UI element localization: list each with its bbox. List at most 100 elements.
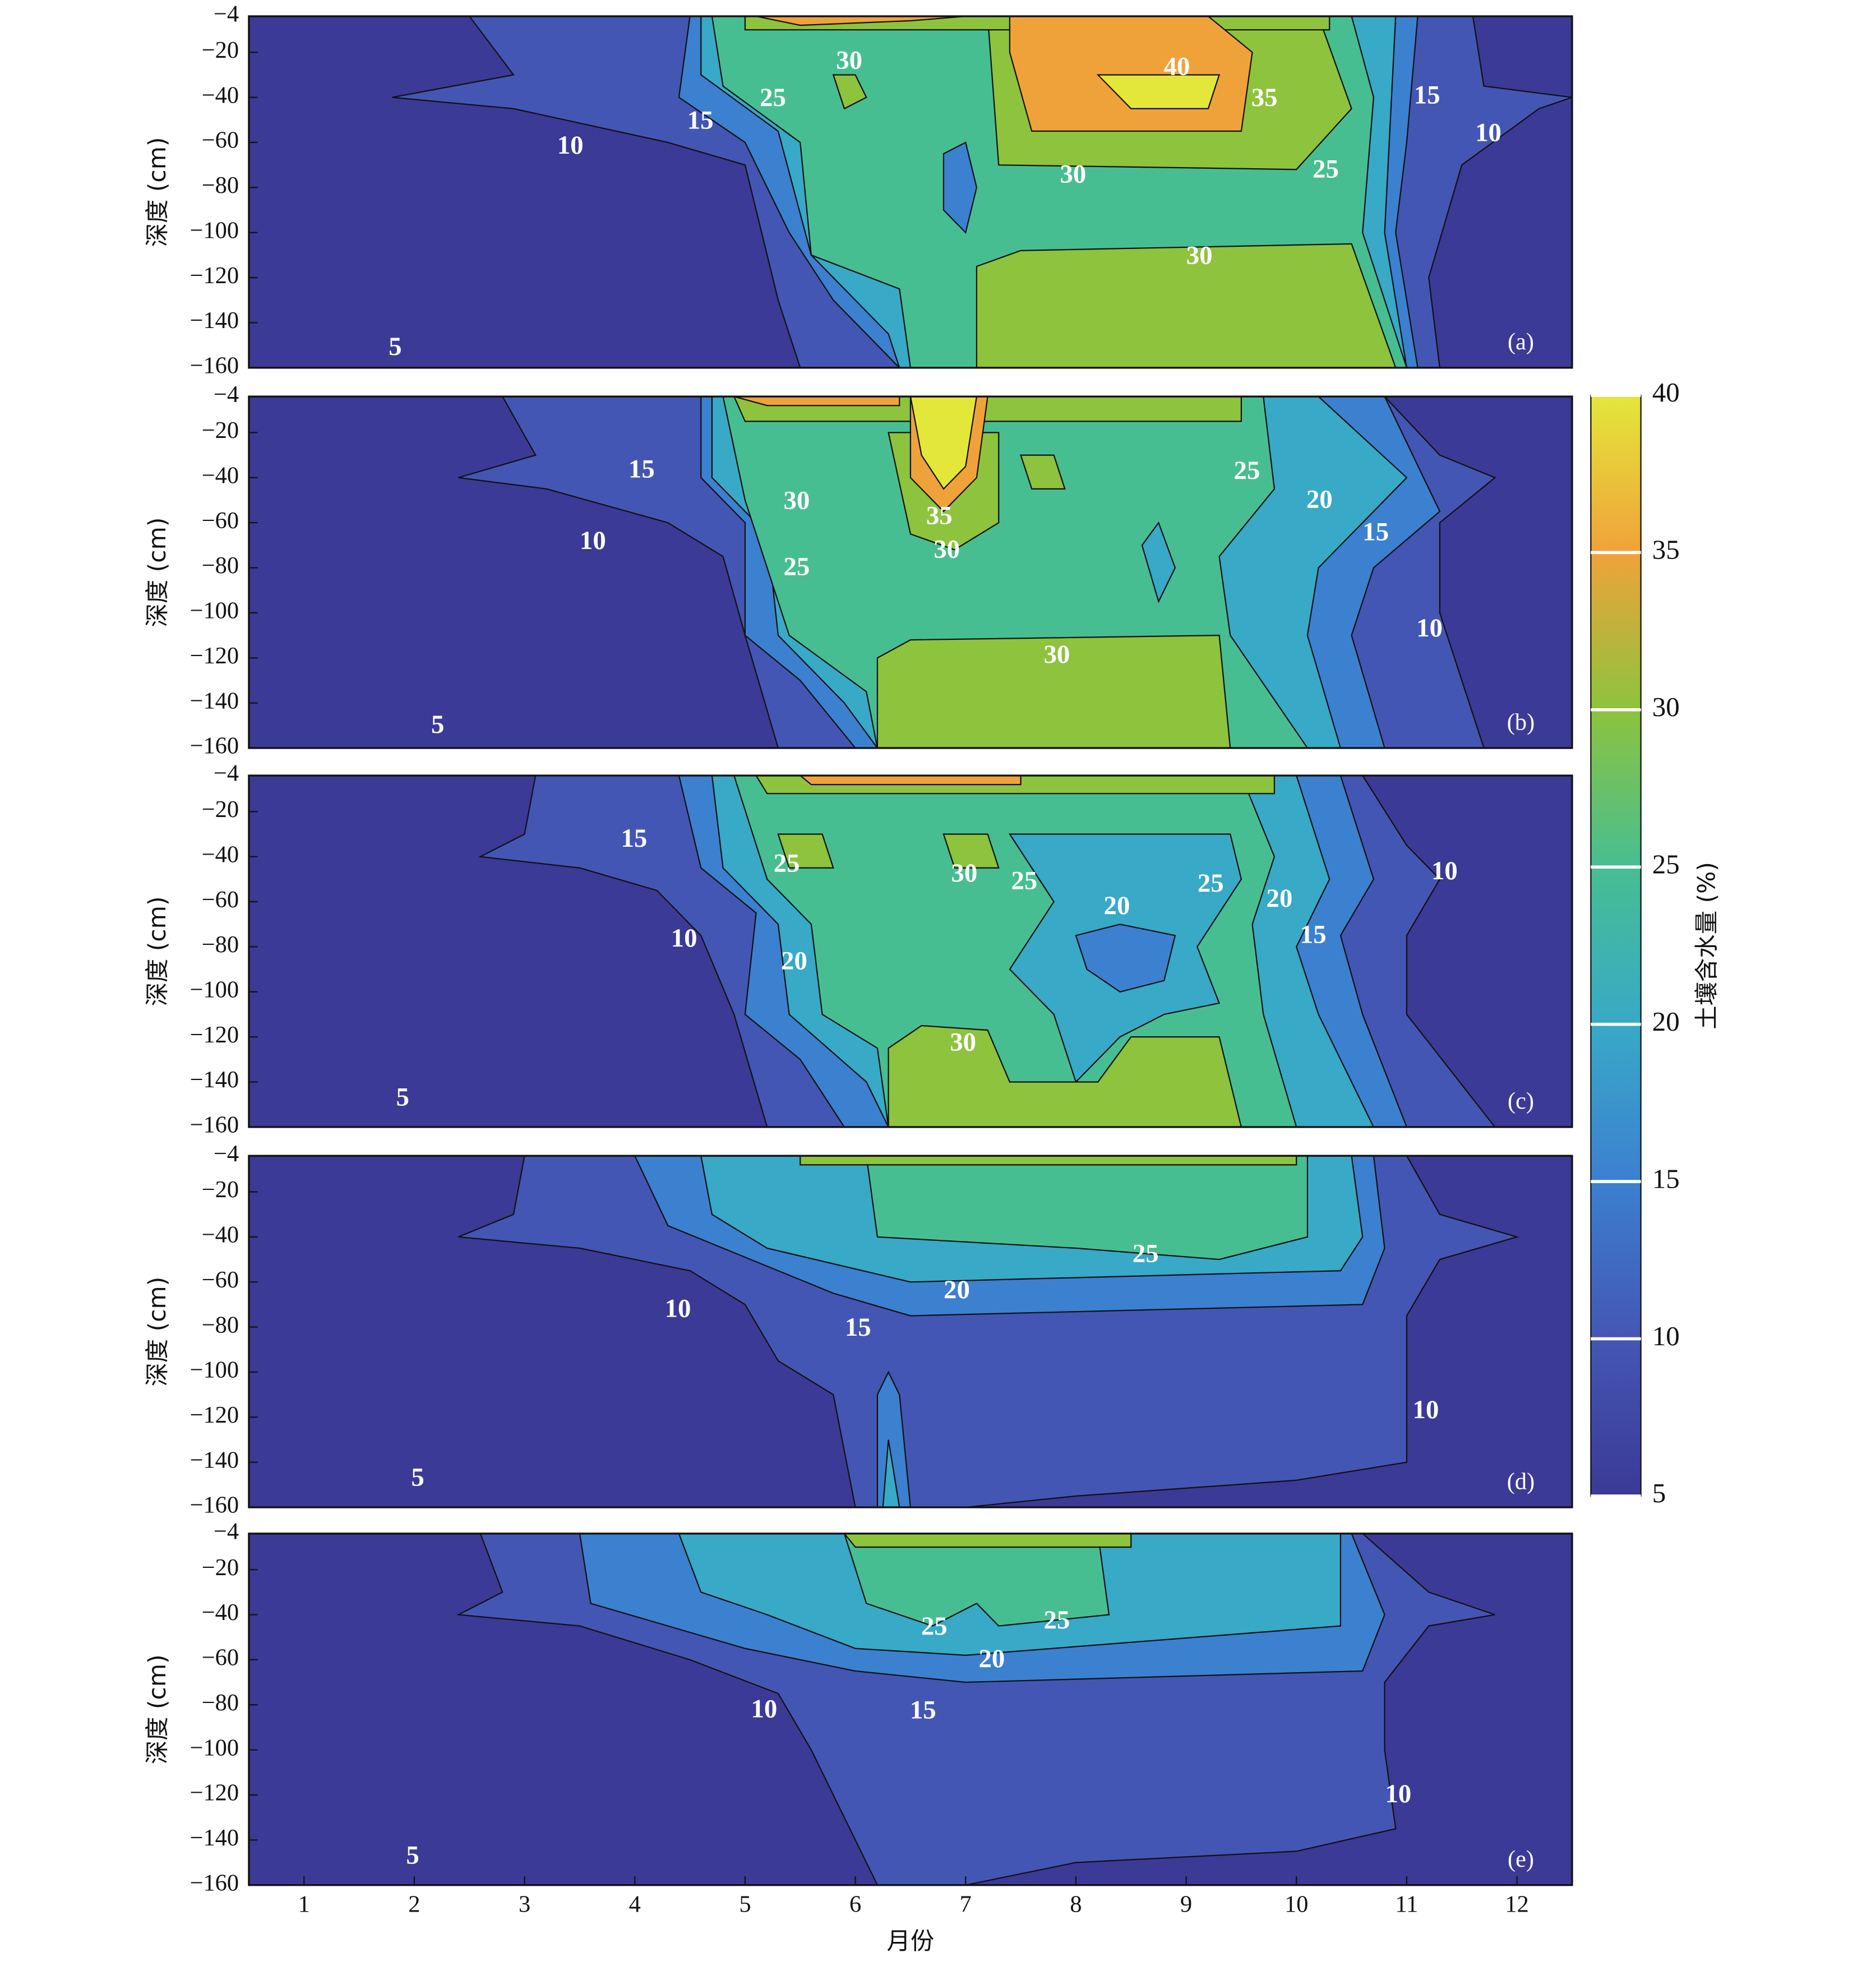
panel-label: (b): [1507, 709, 1535, 735]
y-tick-label: −4: [214, 1141, 239, 1167]
y-tick-label: −120: [190, 262, 239, 289]
contour-region: [798, 774, 1022, 786]
y-tick-label: −20: [202, 1554, 239, 1581]
contour-region: [942, 833, 1000, 869]
contour-label: 10: [665, 1294, 691, 1323]
contour-label: 15: [845, 1313, 871, 1342]
y-tick-label: −140: [190, 1067, 239, 1093]
contour-label: 25: [1043, 1605, 1070, 1635]
contour-region: [832, 74, 867, 110]
y-tick-label: −120: [190, 1022, 239, 1048]
plot-frame: [248, 1155, 1573, 1508]
contour-label: 15: [1362, 517, 1389, 546]
y-tick-label: −160: [190, 1112, 239, 1138]
contour-label: 5: [411, 1463, 424, 1492]
y-tick-label: −20: [202, 37, 239, 63]
y-tick-label: −140: [190, 1825, 239, 1851]
contour-label: 5: [406, 1840, 419, 1870]
colorbar-tick-label: 15: [1652, 1163, 1680, 1194]
x-tick-label: 7: [960, 1891, 972, 1917]
y-tick-label: −160: [190, 733, 239, 759]
y-axis-label: 深度 (cm): [144, 897, 171, 1007]
y-tick-label: −120: [190, 1402, 239, 1428]
contour-label: 30: [1060, 159, 1086, 188]
contour-label: 10: [1475, 118, 1501, 147]
y-tick-label: −80: [202, 552, 239, 579]
y-tick-label: −60: [202, 1645, 239, 1671]
contour-label: 5: [431, 710, 444, 739]
contour-label: 20: [1306, 484, 1333, 514]
contour-label: 20: [1267, 884, 1293, 913]
y-tick-label: −4: [214, 760, 239, 787]
contour-label: 35: [1251, 83, 1278, 112]
contour-label: 15: [1414, 81, 1440, 110]
contour-label: 15: [910, 1696, 936, 1725]
y-tick-label: −160: [190, 1870, 239, 1896]
colorbar-tick-label: 5: [1652, 1478, 1666, 1508]
contour-region: [1009, 15, 1253, 132]
y-tick-label: −20: [202, 417, 239, 444]
colorbar-tick-label: 20: [1652, 1006, 1680, 1037]
x-tick-label: 3: [519, 1891, 530, 1917]
y-tick-label: −160: [190, 1492, 239, 1519]
contour-label: 10: [1385, 1779, 1411, 1808]
contour-region: [876, 634, 1231, 749]
x-tick-label: 9: [1180, 1891, 1192, 1917]
y-tick-label: −80: [202, 1312, 239, 1338]
y-tick-label: −140: [190, 687, 239, 714]
y-tick-label: −40: [202, 82, 239, 108]
y-tick-label: −4: [214, 381, 239, 408]
y-tick-label: −60: [202, 127, 239, 154]
contour-region: [843, 1533, 1132, 1548]
contour-label: 25: [1133, 1239, 1159, 1268]
y-tick-label: −100: [190, 217, 239, 243]
y-tick-label: −100: [190, 1734, 239, 1761]
contour-label: 15: [629, 455, 655, 484]
contour-label: 30: [836, 45, 862, 75]
contour-label: 15: [1300, 920, 1327, 949]
contour-region: [942, 141, 978, 234]
colorbar-tick-label: 40: [1652, 377, 1680, 408]
x-tick-label: 5: [739, 1891, 751, 1917]
contour-label: 5: [396, 1083, 409, 1112]
y-tick-label: −80: [202, 931, 239, 958]
colorbar: [1590, 394, 1642, 1497]
contour-label: 15: [621, 824, 648, 853]
contour-label: 25: [784, 552, 810, 582]
contour-label: 20: [1104, 891, 1130, 920]
contour-label: 30: [1043, 640, 1070, 669]
plot-frame: [248, 15, 1573, 369]
contour-label: 5: [389, 332, 401, 361]
colorbar-tick-label: 35: [1652, 534, 1680, 565]
colorbar-label: 土壤含水量 (%): [1693, 862, 1721, 1030]
contour-label: 25: [1011, 866, 1038, 896]
colorbar-tick-label: 25: [1652, 848, 1680, 879]
y-tick-label: −40: [202, 463, 239, 489]
contour-region: [1141, 521, 1176, 603]
contour-label: 15: [687, 105, 714, 135]
y-tick-label: −140: [190, 1447, 239, 1473]
contour-label: 20: [979, 1644, 1005, 1673]
panel-label: (a): [1508, 329, 1534, 355]
contour-label: 10: [1416, 613, 1443, 643]
x-tick-label: 4: [629, 1891, 641, 1917]
contour-region: [909, 396, 978, 490]
contour-label: 25: [1234, 456, 1260, 485]
x-tick-label: 6: [849, 1891, 861, 1917]
contour-label: 25: [1198, 869, 1224, 898]
contour-label: 10: [557, 131, 584, 160]
contour-label: 10: [1431, 856, 1458, 885]
contour-label: 40: [1164, 52, 1190, 81]
y-tick-label: −40: [202, 1222, 239, 1248]
contour-label: 25: [774, 848, 800, 878]
contour-label: 10: [1413, 1395, 1439, 1424]
contour-region: [1020, 454, 1066, 490]
contour-label: 25: [1313, 154, 1339, 183]
y-tick-label: −160: [190, 353, 239, 379]
plot-frame: [248, 395, 1573, 749]
y-tick-label: −60: [202, 507, 239, 534]
y-tick-label: −120: [190, 1780, 239, 1806]
x-tick-label: 8: [1070, 1891, 1082, 1917]
panel-label: (e): [1508, 1846, 1534, 1872]
y-tick-label: −40: [202, 841, 239, 867]
